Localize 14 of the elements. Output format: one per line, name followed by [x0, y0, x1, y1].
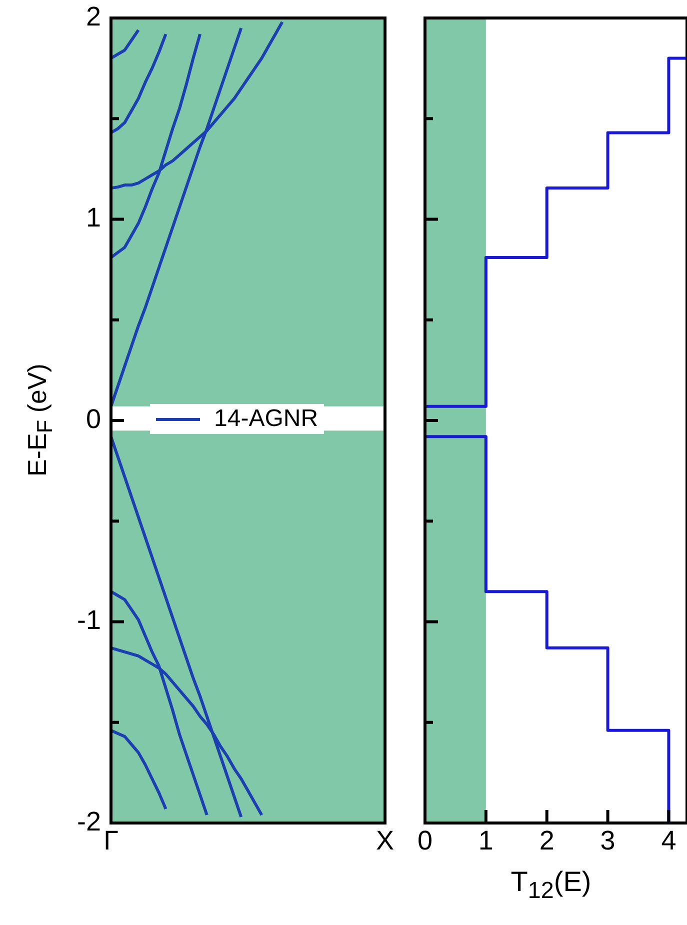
y-tick-label: 0	[86, 404, 101, 434]
y-tick-label: -1	[76, 605, 101, 636]
x-axis-title: T$_{12}$(E)	[510, 866, 592, 904]
x-tick-label: 0	[417, 826, 433, 856]
x-tick-label: X	[376, 826, 394, 856]
x-tick-label: 1	[478, 826, 494, 856]
x-tick-label: Γ	[104, 826, 119, 856]
x-tick-label: 2	[539, 826, 554, 856]
x-tick-label: 3	[600, 826, 616, 856]
y-tick-label: 1	[86, 202, 101, 233]
y-tick-label: 2	[86, 1, 101, 32]
legend-label: 14-AGNR	[214, 404, 318, 434]
y-tick-label: -2	[76, 806, 101, 836]
x-tick-label: 4	[661, 826, 676, 856]
